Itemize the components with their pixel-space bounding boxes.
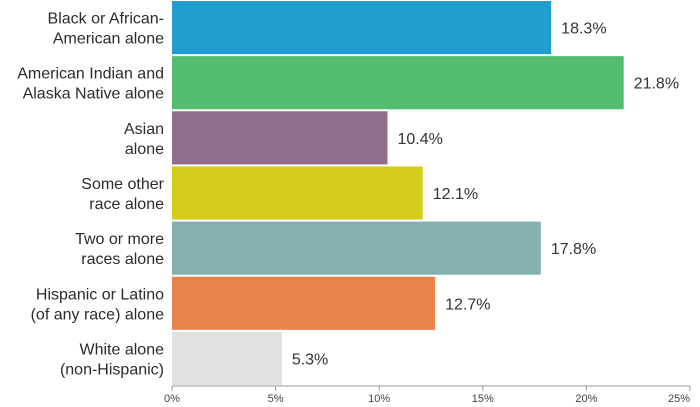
category-label-2-line-1: alone (125, 141, 164, 158)
x-tick-label-4: 20% (575, 393, 597, 405)
x-tick-label-0: 0% (164, 393, 180, 405)
value-label-6: 5.3% (292, 351, 328, 368)
bar-3 (172, 166, 423, 220)
category-label-5-line-0: Hispanic or Latino (36, 286, 164, 303)
value-label-2: 10.4% (397, 131, 442, 148)
value-label-1: 21.8% (634, 76, 679, 93)
category-label-5: Hispanic or Latino (of any race) alone (31, 286, 165, 323)
x-tick-label-1: 5% (268, 393, 284, 405)
bar-1 (172, 56, 624, 110)
value-label-3: 12.1% (433, 186, 478, 203)
category-label-6-line-0: White alone (80, 341, 165, 358)
category-label-4: Two or more races alone (75, 231, 164, 268)
category-label-3: Some other race alone (81, 176, 164, 213)
category-label-1-line-0: American Indian and (17, 66, 164, 83)
category-label-2: Asian alone (124, 121, 164, 158)
category-label-5-line-1: (of any race) alone (31, 306, 165, 323)
bar-2 (172, 111, 388, 165)
category-labels-group: Black or African- American alone American … (17, 11, 164, 379)
x-tick-label-3: 15% (472, 393, 494, 405)
category-label-1-line-1: Alaska Native alone (23, 86, 165, 103)
category-label-2-line-0: Asian (124, 121, 164, 138)
category-label-0: Black or African- American alone (48, 11, 165, 48)
bar-0 (172, 1, 552, 55)
x-tick-label-2: 10% (368, 393, 390, 405)
category-label-3-line-1: race alone (89, 196, 164, 213)
category-label-6: White alone (non-Hispanic) (60, 341, 164, 378)
bar-4 (172, 221, 541, 275)
category-label-3-line-0: Some other (81, 176, 164, 193)
bar-6 (172, 331, 282, 385)
x-ticks-group: 0% 5% 10% 15% 20% 25% (164, 386, 691, 405)
category-label-4-line-0: Two or more (75, 231, 164, 248)
category-label-6-line-1: (non-Hispanic) (60, 361, 164, 378)
bars-group (172, 1, 624, 385)
category-label-0-line-1: American alone (53, 31, 164, 48)
x-tick-label-5: 25% (668, 393, 690, 405)
value-label-4: 17.8% (551, 241, 596, 258)
category-label-0-line-0: Black or African- (48, 11, 164, 28)
value-labels-group: 18.3% 21.8% 10.4% 12.1% 17.8% 12.7% 5.3% (292, 21, 679, 369)
value-label-0: 18.3% (561, 21, 606, 38)
value-label-5: 12.7% (445, 296, 490, 313)
bar-5 (172, 276, 436, 330)
category-label-1: American Indian and Alaska Native alone (17, 66, 164, 103)
category-label-4-line-1: races alone (81, 251, 164, 268)
